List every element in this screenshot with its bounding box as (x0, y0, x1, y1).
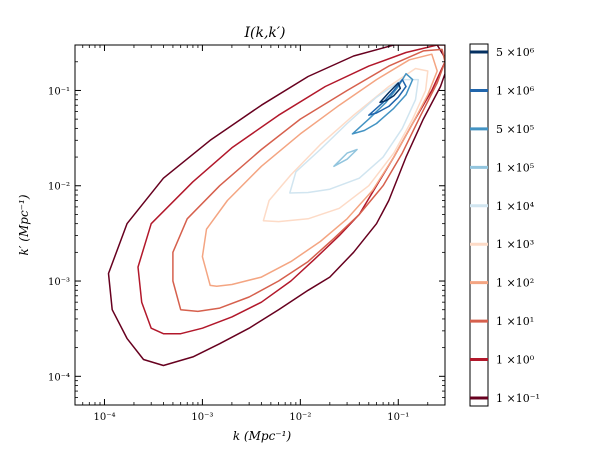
x-tick-label: 10⁻³ (191, 412, 213, 423)
colorbar-label: 1 ×10⁰ (496, 354, 535, 367)
x-tick-label: 10⁻¹ (387, 412, 409, 423)
colorbar-label: 1 ×10¹ (496, 315, 534, 328)
plot-frame (74, 44, 446, 406)
colorbar-label: 1 ×10² (496, 277, 534, 290)
contour-level-2 (172, 48, 445, 313)
colorbar-label: 1 ×10⁵ (496, 161, 534, 174)
contour-level-3 (201, 53, 438, 288)
x-axis-title: k (Mpc⁻¹) (233, 429, 292, 443)
y-axis-title: k′ (Mpc⁻¹) (17, 194, 31, 255)
contour-level-4 (262, 67, 429, 223)
contour-level-7 (351, 72, 414, 135)
contour-level-5 (289, 78, 420, 194)
colorbar: 1 ×10⁻¹ 1 ×10⁰ 1 ×10¹ 1 ×10² 1 ×10³ 1 ×10⁴ 1 ×… (469, 43, 540, 407)
contour-level-1 (137, 45, 445, 335)
contour-level-8 (368, 78, 407, 116)
y-tick-label: 10⁻³ (48, 277, 70, 288)
colorbar-label: 1 ×10³ (496, 238, 534, 251)
contour-level-0 (107, 45, 445, 367)
colorbar-label: 5 ×10⁶ (496, 46, 535, 59)
x-tick-label: 10⁻² (289, 412, 311, 423)
plot-area (107, 45, 445, 367)
colorbar-frame (469, 43, 489, 407)
colorbar-label: 1 ×10⁶ (496, 84, 535, 97)
y-tick-label: 10⁻⁴ (48, 372, 70, 383)
x-tick-label: 10⁻⁴ (93, 412, 115, 423)
axes: 10⁻⁴ 10⁻³ 10⁻² 10⁻¹ 10⁻⁴ 10⁻³ 10⁻² 10⁻¹ (48, 44, 446, 423)
y-tick-label: 10⁻¹ (48, 86, 70, 97)
contour-level-9 (379, 82, 402, 104)
chart-title: I(k,k′) (243, 25, 285, 41)
colorbar-label: 5 ×10⁵ (496, 123, 534, 136)
y-tick-label: 10⁻² (48, 182, 70, 193)
colorbar-label: 1 ×10⁴ (496, 200, 535, 213)
colorbar-label: 1 ×10⁻¹ (496, 392, 540, 405)
contour-level-6 (333, 148, 358, 168)
